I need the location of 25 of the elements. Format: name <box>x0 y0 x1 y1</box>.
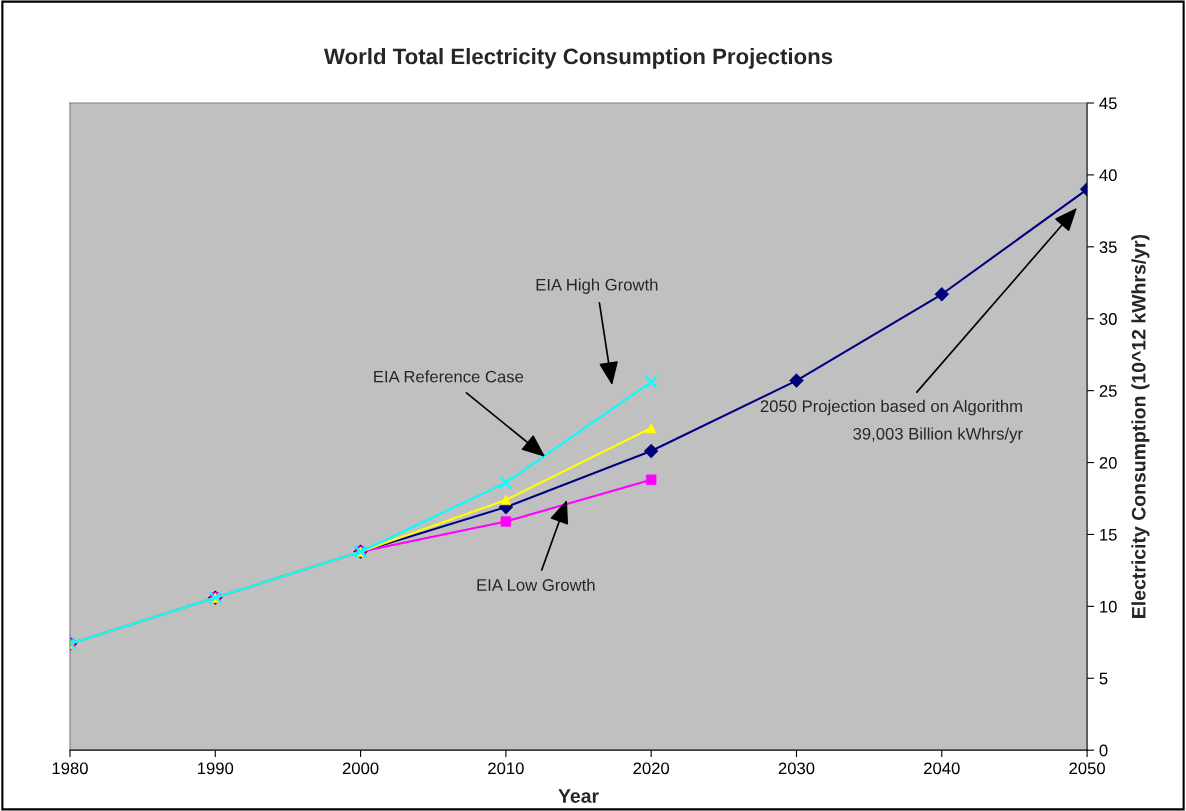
x-tick-label: 2050 <box>1069 762 1105 775</box>
y-tick-label: 30 <box>1099 313 1117 325</box>
x-tick-label: 1990 <box>198 762 234 775</box>
annotation: 2050 Projection based on Algorithm 39,003 Billion kWhrs/yr <box>760 399 1023 443</box>
x-axis-title: Year <box>558 789 599 803</box>
y-tick-label: 5 <box>1099 672 1108 685</box>
y-tick-label: 25 <box>1099 385 1117 397</box>
x-tick-label: 2020 <box>633 762 670 775</box>
y-tick-label: 10 <box>1100 600 1117 613</box>
chart-title: World Total Electricity Consumption Projections <box>324 48 833 69</box>
x-tick-label: 2030 <box>778 762 815 775</box>
x-tick-label: 2010 <box>488 762 524 775</box>
y-tick-label: 40 <box>1099 169 1117 182</box>
y-tick-label: 45 <box>1099 97 1117 110</box>
annotation: EIA Reference Case <box>374 370 524 383</box>
y-tick-label: 0 <box>1099 744 1108 757</box>
y-axis-title: Electricity Consumption (10^12 kWhrs/yr) <box>1131 234 1150 618</box>
y-tick-label: 20 <box>1099 456 1117 469</box>
x-tick-label: 2000 <box>342 762 379 775</box>
y-tick-label: 15 <box>1100 529 1117 541</box>
x-tick-label: 1980 <box>52 762 88 775</box>
x-tick-label: 2040 <box>924 762 960 775</box>
y-tick-label: 35 <box>1099 241 1117 254</box>
annotation: EIA Low Growth <box>477 578 595 591</box>
annotation: EIA High Growth <box>536 278 658 294</box>
